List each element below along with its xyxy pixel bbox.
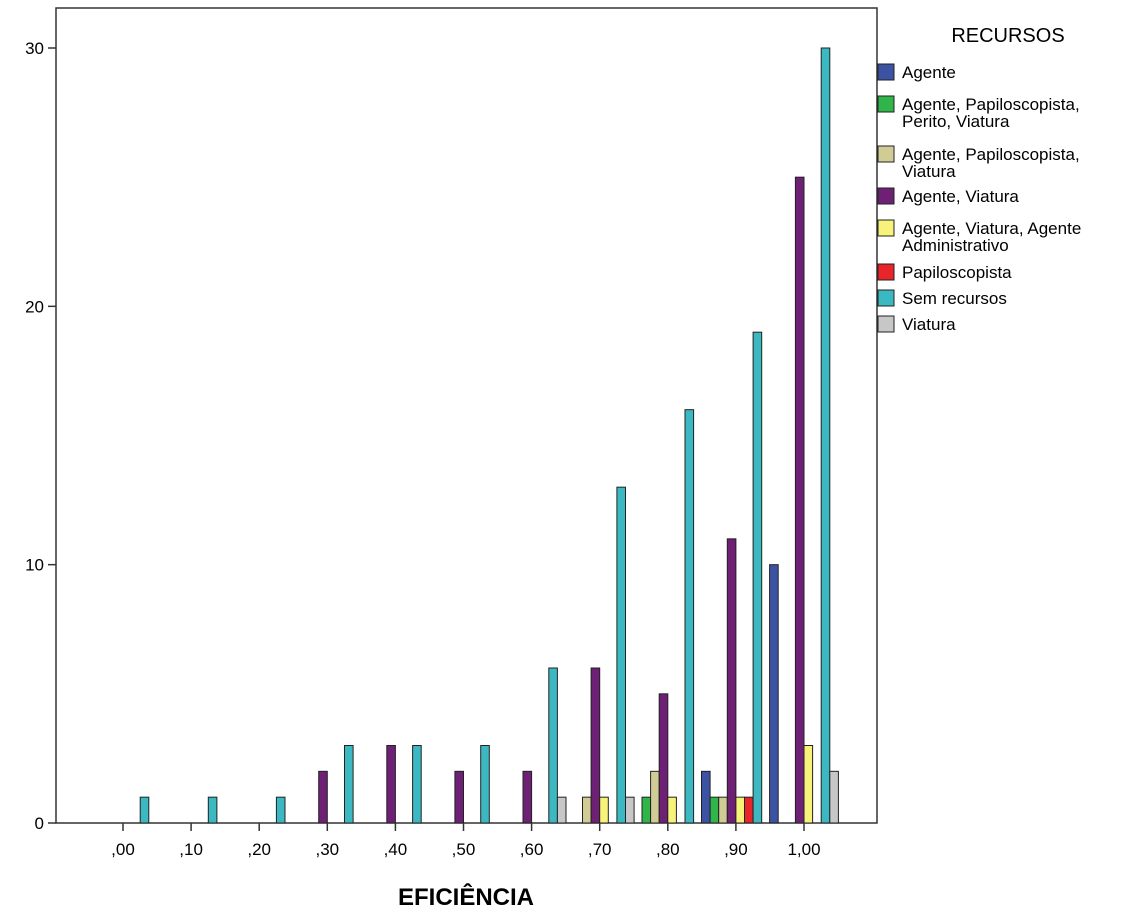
legend-swatch-1 xyxy=(877,63,895,81)
bar-2-10 xyxy=(709,796,720,824)
y-axis: 0 10 20 30 xyxy=(25,39,56,833)
x-tick-label-6: ,50 xyxy=(452,840,476,859)
bar-5-10 xyxy=(735,796,746,824)
bar-4-9 xyxy=(658,693,669,824)
bar-1-10 xyxy=(701,770,711,824)
bar-8-11 xyxy=(829,770,839,824)
legend-label-1: Agente xyxy=(902,63,956,82)
x-tick-label-5: ,40 xyxy=(384,840,408,859)
bar-7-7 xyxy=(548,667,558,824)
bar-3-10 xyxy=(718,796,728,824)
bar-4-10 xyxy=(726,538,737,824)
x-axis: ,00 ,10 ,20 ,30 ,40 ,50 ,60 ,70 ,80 ,90 1,00 xyxy=(111,823,821,859)
bar-7-4 xyxy=(344,745,354,824)
bar-7-1 xyxy=(139,796,150,824)
bar-7-5 xyxy=(412,745,422,824)
legend-swatch-4 xyxy=(877,187,895,205)
legend-label-8: Viatura xyxy=(902,315,956,334)
bar-4-11 xyxy=(794,176,805,824)
y-tick-label-0: 0 xyxy=(35,814,44,833)
legend-label-5: Agente, Viatura, Agente Administrativo xyxy=(902,219,1081,255)
bar-3-9 xyxy=(650,770,660,824)
x-tick-label-11: 1,00 xyxy=(787,840,820,859)
legend-title: RECURSOS xyxy=(951,25,1064,47)
bar-8-7 xyxy=(556,796,567,824)
x-tick-label-2: ,10 xyxy=(179,840,203,859)
bar-7-10 xyxy=(752,331,763,824)
x-tick-label-8: ,70 xyxy=(588,840,612,859)
legend-swatch-5 xyxy=(877,219,895,237)
plot-frame xyxy=(55,7,878,824)
bar-5-8 xyxy=(599,796,609,824)
legend-label-2: Agente, Papiloscopista, Perito, Viatura xyxy=(902,95,1080,131)
y-tick-label-30: 30 xyxy=(25,39,44,58)
y-tick-label-10: 10 xyxy=(25,556,44,575)
legend-label-7: Sem recursos xyxy=(902,289,1007,308)
bar-3-8 xyxy=(582,796,592,824)
x-tick-label-7: ,60 xyxy=(520,840,544,859)
bars-group xyxy=(139,47,839,824)
x-axis-title: EFICIÊNCIA xyxy=(398,883,534,911)
bar-4-5 xyxy=(386,745,396,824)
bar-1-11 xyxy=(769,564,779,824)
legend-swatch-8 xyxy=(877,315,895,333)
legend-swatch-3 xyxy=(877,145,895,163)
bar-5-11 xyxy=(803,745,814,824)
bar-8-8 xyxy=(625,796,635,824)
bar-4-6 xyxy=(454,770,464,824)
legend-label-3: Agente, Papiloscopista, Viatura xyxy=(902,145,1080,181)
x-tick-label-9: ,80 xyxy=(656,840,680,859)
x-tick-label-3: ,20 xyxy=(247,840,271,859)
bar-6-10 xyxy=(744,796,754,824)
bar-7-8 xyxy=(616,486,627,824)
bar-4-4 xyxy=(318,770,328,824)
x-tick-label-1: ,00 xyxy=(111,840,135,859)
bar-7-11 xyxy=(820,47,831,824)
bar-7-9 xyxy=(684,409,695,824)
legend: Agente Agente, Papiloscopista, Perito, Via… xyxy=(877,63,1081,334)
bar-7-2 xyxy=(207,796,218,824)
legend-swatch-7 xyxy=(877,289,895,307)
bar-7-3 xyxy=(275,796,286,824)
legend-swatch-2 xyxy=(877,95,895,113)
legend-label-4: Agente, Viatura xyxy=(902,187,1019,206)
legend-swatch-6 xyxy=(877,263,895,281)
x-tick-label-4: ,30 xyxy=(315,840,339,859)
bar-7-6 xyxy=(480,745,490,824)
bar-4-8 xyxy=(590,667,601,824)
bar-2-9 xyxy=(641,796,652,824)
bar-5-9 xyxy=(667,796,677,824)
y-tick-label-20: 20 xyxy=(25,297,44,316)
x-tick-label-10: ,90 xyxy=(724,840,748,859)
bar-4-7 xyxy=(522,770,533,824)
legend-label-6: Papiloscopista xyxy=(902,263,1012,282)
